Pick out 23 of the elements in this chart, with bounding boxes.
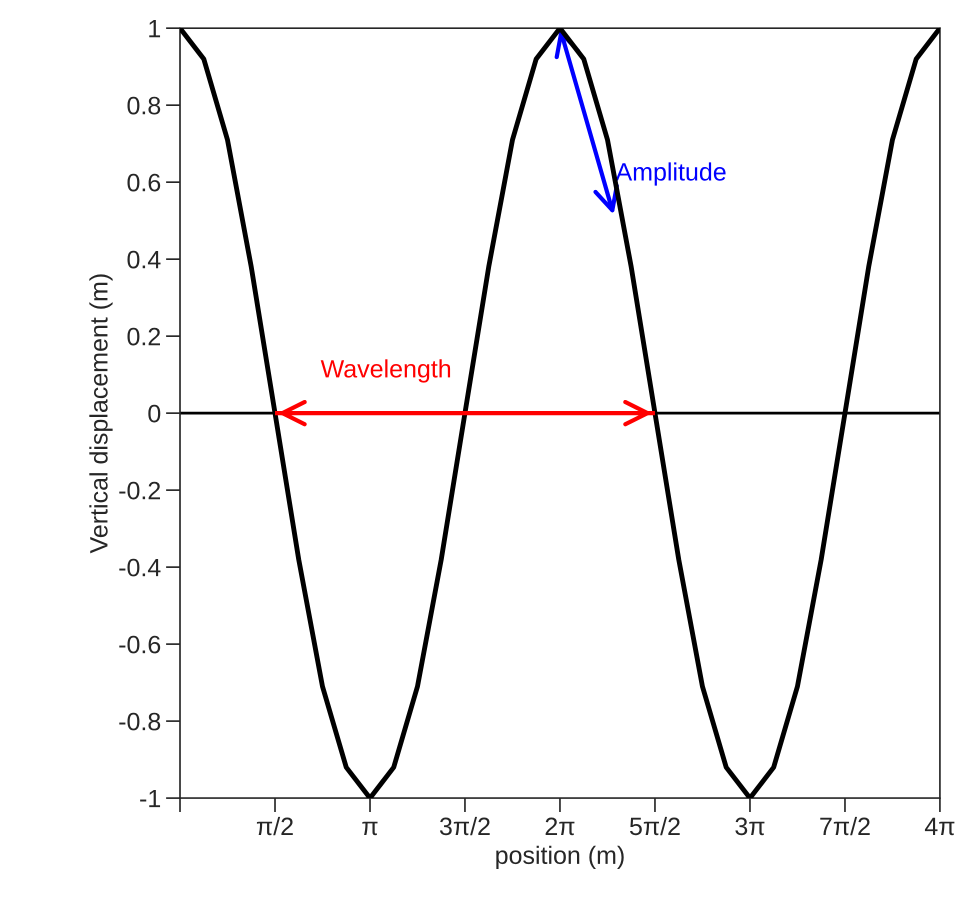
y-axis-title: Vertical displacement (m) [89,274,113,554]
x-tick-label: 3π [735,818,764,836]
x-tick-label: 5π/2 [630,816,680,836]
x-tick-label: π [362,822,378,836]
y-tick-label: 0.4 [127,250,161,268]
y-tick-label: -0.6 [119,636,160,654]
y-tick-label: 1 [149,20,160,38]
x-tick-label: 4π [924,818,954,836]
y-tick-label: 0.2 [127,328,160,346]
x-tick-label: 7π/2 [820,816,870,836]
y-tick-label: -0.4 [119,558,161,576]
annotation: Amplitude [616,162,726,186]
x-axis-title: position (m) [496,846,624,870]
x-tick-label: 2π [546,818,574,836]
y-tick-label: -0.8 [119,712,160,730]
y-tick-label: -0.2 [119,482,160,500]
series-label: Wavelength [320,359,450,383]
y-tick-label: 0 [148,404,160,422]
x-tick-label: 3π/2 [440,816,490,836]
x-tick-label: π/2 [256,816,293,836]
y-tick-label: 0.6 [127,174,160,192]
y-tick-label: -1 [140,790,160,808]
y-tick-label: 0.8 [127,96,160,114]
